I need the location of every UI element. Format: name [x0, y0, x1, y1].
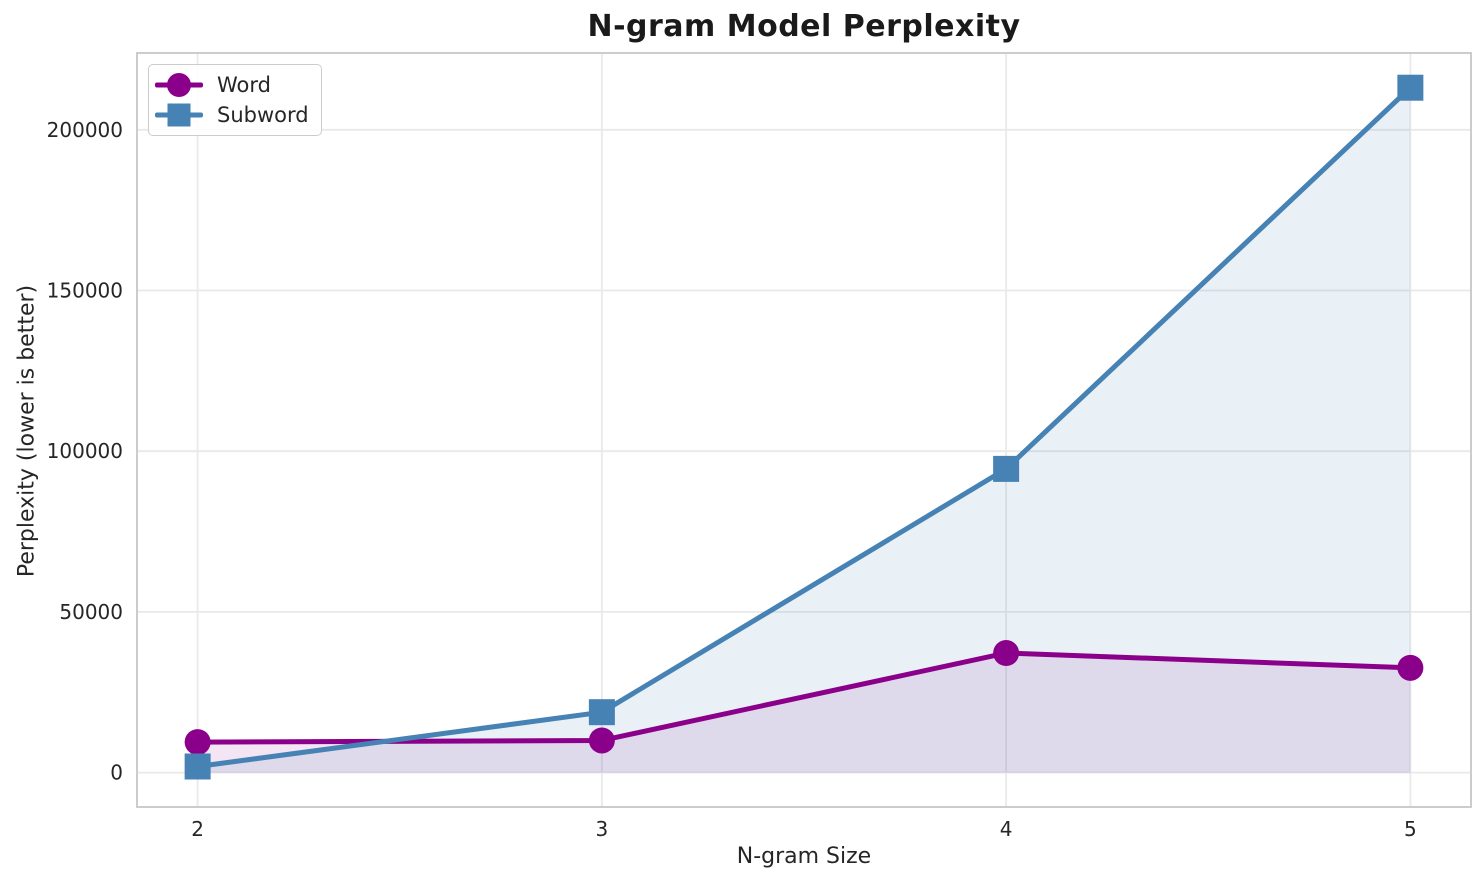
y-tick-label: 100000	[47, 439, 123, 463]
legend-label-subword: Subword	[217, 103, 309, 127]
subword-line	[195, 85, 1413, 770]
word-series-marker-icon	[155, 70, 203, 100]
plot-border	[136, 52, 1472, 808]
x-tick-label: 3	[596, 817, 609, 841]
chart-title: N-gram Model Perplexity	[587, 9, 1021, 44]
subword-marker-square-icon	[1397, 74, 1424, 101]
subword-fill-area	[197, 87, 1411, 773]
word-marker-circle-icon	[993, 640, 1020, 667]
subword-marker-square-icon	[184, 753, 211, 780]
x-tick-label: 2	[191, 817, 204, 841]
word-legend-circle-icon	[167, 73, 191, 97]
subword-marker-square-icon	[588, 699, 615, 726]
x-tick-label: 5	[1404, 817, 1417, 841]
word-marker-circle-icon	[588, 727, 615, 754]
x-tick-label: 4	[1000, 817, 1013, 841]
word-marker-circle-icon	[184, 729, 211, 756]
subword-series-marker-icon	[155, 100, 203, 130]
y-axis-label: Perplexity (lower is better)	[14, 284, 40, 578]
word-marker-circle-icon	[1397, 654, 1424, 681]
legend-item-word: Word	[155, 70, 309, 100]
subword-legend-square-icon	[167, 103, 191, 127]
y-tick-label: 150000	[47, 279, 123, 303]
x-axis-label: N-gram Size	[736, 844, 872, 869]
legend-label-word: Word	[217, 73, 271, 97]
y-tick-label: 200000	[47, 118, 123, 142]
subword-marker-square-icon	[993, 455, 1020, 482]
legend-item-subword: Subword	[155, 100, 309, 130]
legend: Word Subword	[148, 64, 322, 136]
y-tick-label: 50000	[59, 600, 123, 624]
y-tick-label: 0	[110, 761, 123, 785]
